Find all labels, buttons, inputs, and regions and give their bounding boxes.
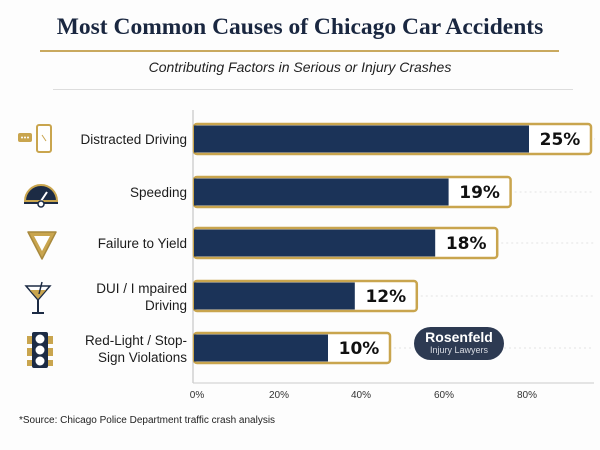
category-label: Red-Light / Stop- Sign Violations [85,332,187,366]
page-title: Most Common Causes of Chicago Car Accide… [56,14,544,40]
logo-tagline: Injury Lawyers [429,345,489,355]
category-label-line: DUI / I mpaired [96,281,187,296]
rosenfeld-logo: Rosenfeld Injury Lawyers [414,327,504,360]
x-tick-label: 20% [269,390,289,401]
category-label: Distracted Driving [80,131,187,148]
subtitle: Contributing Factors in Serious or Injur… [148,59,452,75]
bar-value-label: 18% [446,234,487,254]
bar [194,334,328,362]
speedometer-icon [23,184,59,208]
title-divider [40,50,559,52]
category-label-line: Distracted Driving [80,131,187,147]
x-tick-label: 40% [351,390,371,401]
phone-chat-icon [18,124,52,153]
source-footnote: *Source: Chicago Police Department traff… [19,415,276,426]
bar-value-label: 12% [365,287,406,307]
category-label-line: Red-Light / Stop- [84,333,187,348]
bar-value-label: 19% [459,183,500,203]
bar [194,282,355,310]
yield-sign-icon [27,231,57,260]
category-label: Speeding [130,184,187,201]
subtitle-divider [53,89,573,90]
bar-value-label: 25% [540,130,581,150]
category-label-line: Driving [144,298,187,313]
traffic-light-icon [27,332,53,368]
bar [194,125,529,153]
category-label: Failure to Yield [98,235,187,252]
category-label-line: Speeding [129,184,187,200]
bar [194,178,449,206]
x-tick-label: 0% [190,390,205,401]
category-label: DUI / I mpaired Driving [96,280,187,314]
bar [194,229,436,257]
cocktail-glass-icon [24,281,52,314]
logo-name: Rosenfeld [425,329,493,345]
x-tick-label: 80% [517,390,537,401]
x-tick-label: 60% [434,390,454,401]
category-label-line: Failure to Yield [97,235,187,251]
bar-value-label: 10% [339,339,380,359]
category-label-line: Sign Violations [97,350,187,365]
